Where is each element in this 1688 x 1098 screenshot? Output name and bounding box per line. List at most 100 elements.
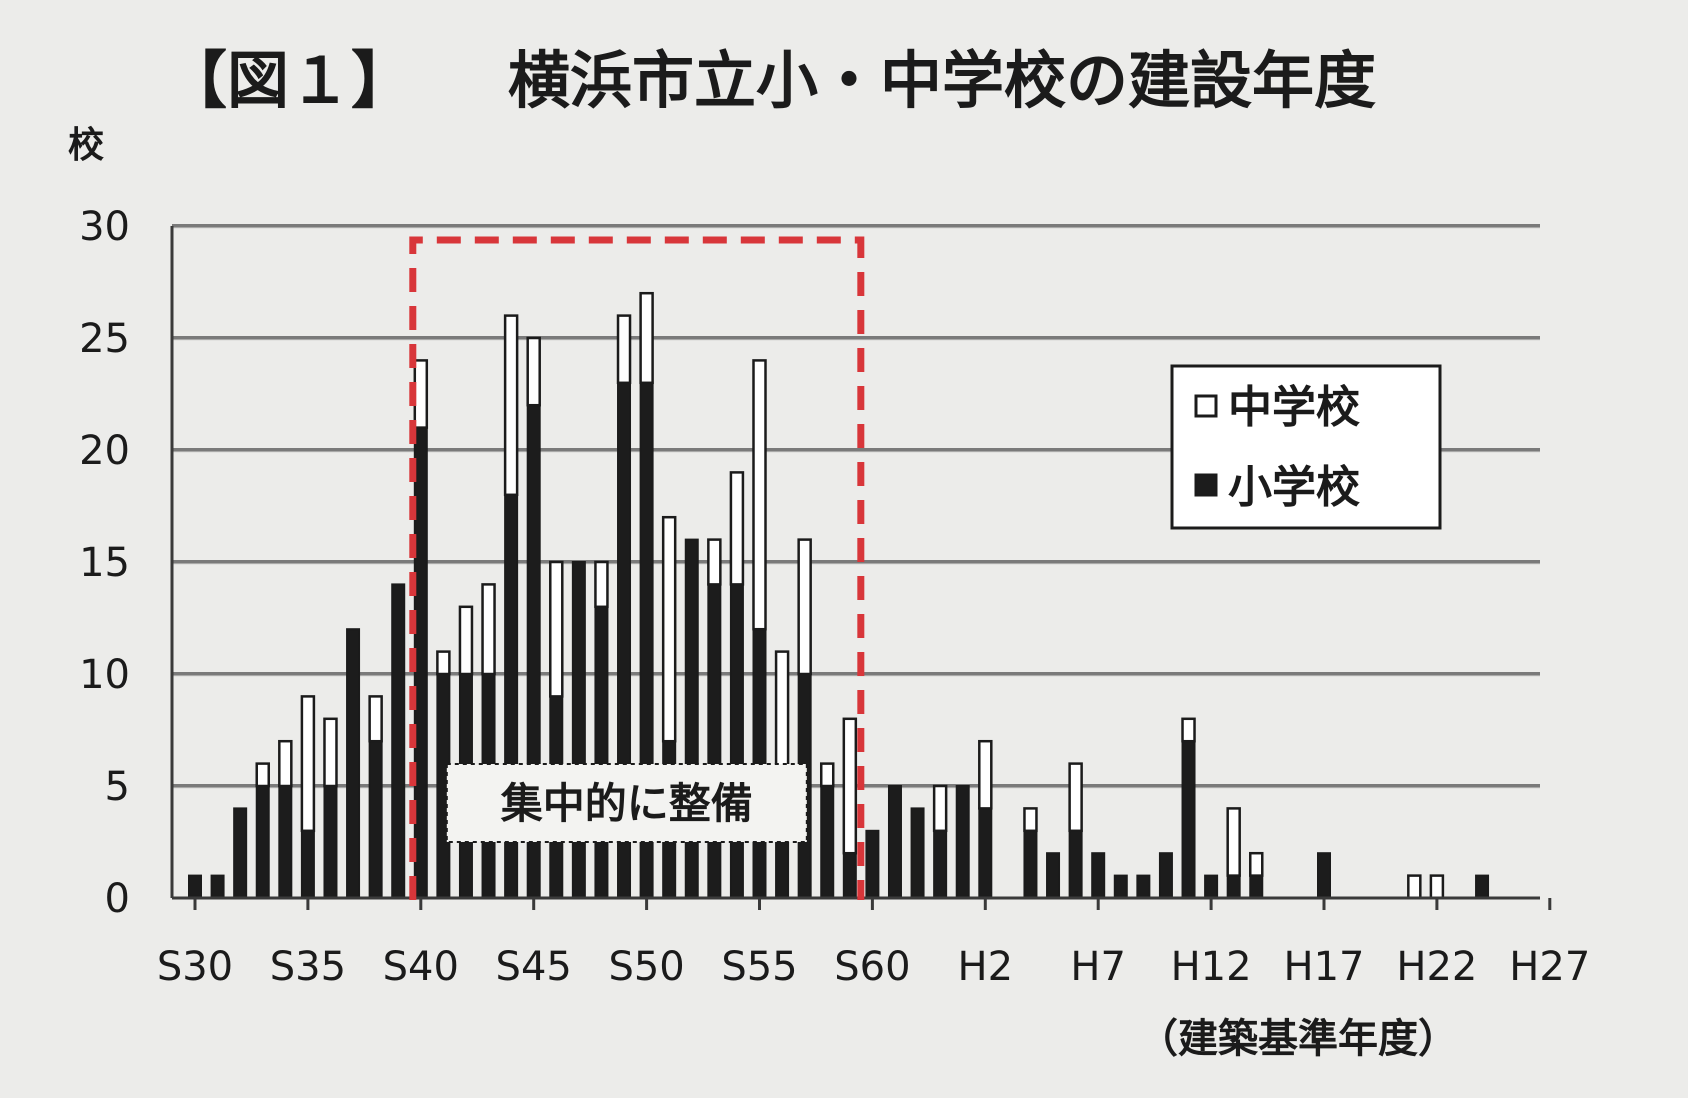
x-tick-label: S55 xyxy=(721,944,797,990)
legend-swatch-middle-school xyxy=(1194,394,1218,418)
bar-middle-S49 xyxy=(616,314,632,385)
y-tick-label: 15 xyxy=(79,540,130,586)
bar-elementary-S63 xyxy=(933,829,948,899)
y-tick-label: 20 xyxy=(79,428,130,474)
bar-elementary-S32 xyxy=(233,807,248,900)
bar-elementary-S34 xyxy=(278,785,293,899)
bar-elementary-H11 xyxy=(1181,740,1196,900)
bar-elementary-S62 xyxy=(910,807,925,900)
legend-label-elementary-school: 小学校 xyxy=(1228,462,1360,513)
bar-elementary-S53 xyxy=(707,583,722,900)
x-tick-label: H12 xyxy=(1171,944,1252,990)
bar-elementary-S37 xyxy=(346,628,361,899)
bar-middle-S55 xyxy=(752,359,767,631)
legend: 中学校 小学校 xyxy=(1170,364,1442,530)
x-tick-label: H22 xyxy=(1396,944,1477,990)
bar-middle-H14 xyxy=(1249,851,1264,877)
x-axis-ticks: S30 S35 S40 S45 S50 S55 S60 H2 H7 H12 H17 H22 H27 xyxy=(157,898,1590,990)
figure-label: 【図１】 xyxy=(165,44,413,117)
bar-middle-S42 xyxy=(458,605,474,676)
bar-elementary-S40 xyxy=(413,426,428,899)
bar-elementary-H10 xyxy=(1158,852,1173,900)
bar-middle-S40 xyxy=(413,359,429,429)
y-tick-label: 0 xyxy=(105,876,130,922)
bar-middle-S57 xyxy=(797,538,812,676)
bar-middle-S54 xyxy=(729,471,745,586)
bar-elementary-S38 xyxy=(368,740,383,900)
x-tick-label: S60 xyxy=(834,944,910,990)
y-tick-label: 30 xyxy=(79,204,130,250)
bar-middle-S35 xyxy=(300,695,316,833)
bar-middle-S41 xyxy=(436,650,451,676)
legend-box xyxy=(1170,364,1442,530)
bar-middle-S46 xyxy=(549,560,564,698)
bar-elementary-H7 xyxy=(1091,852,1106,900)
bar-elementary-H17 xyxy=(1317,852,1331,900)
bar-middle-S33 xyxy=(255,762,270,788)
bar-middle-S43 xyxy=(481,583,496,676)
bar-elementary-S36 xyxy=(323,785,338,899)
x-tick-label: H17 xyxy=(1284,944,1365,990)
bar-elementary-S60 xyxy=(865,829,880,899)
x-axis-label: （建築基準年度） xyxy=(1138,1016,1458,1062)
bar-elementary-H14 xyxy=(1249,874,1264,899)
bar-middle-S53 xyxy=(707,538,722,586)
bar-middle-H21 xyxy=(1407,874,1422,900)
bar-middle-S44 xyxy=(503,314,519,497)
x-tick-label: H2 xyxy=(958,944,1014,990)
bar-elementary-S31 xyxy=(210,874,225,899)
x-tick-label: S35 xyxy=(270,944,346,990)
y-axis-ticks: 0 5 10 15 20 25 30 xyxy=(79,204,130,922)
bar-elementary-S58 xyxy=(820,785,835,899)
bar-middle-H6 xyxy=(1068,762,1083,833)
x-tick-label: S50 xyxy=(608,944,684,990)
bar-middle-S45 xyxy=(526,336,541,407)
x-tick-label: S40 xyxy=(383,944,459,990)
bar-elementary-S61 xyxy=(887,785,902,899)
bar-elementary-S48 xyxy=(594,605,609,899)
x-tick-label: S30 xyxy=(157,944,233,990)
axes xyxy=(170,226,1540,900)
bar-middle-S36 xyxy=(323,717,338,788)
bar-middle-S50 xyxy=(639,291,654,385)
bar-elementary-S33 xyxy=(255,785,270,899)
x-tick-label: H27 xyxy=(1509,944,1590,990)
bar-middle-S48 xyxy=(594,560,609,609)
bar-middle-H11 xyxy=(1181,717,1196,743)
legend-swatch-elementary-school xyxy=(1194,473,1218,497)
bar-middle-H2 xyxy=(978,739,993,810)
bar-elementary-S35 xyxy=(300,829,315,899)
highlight-region: 集中的に整備 xyxy=(409,236,865,900)
bar-middle-S59 xyxy=(842,717,858,855)
bar-middle-S34 xyxy=(278,739,293,788)
bar-elementary-S30 xyxy=(188,874,202,899)
bar-middle-S58 xyxy=(819,762,835,788)
y-axis-unit-label: 校 xyxy=(68,125,104,166)
bar-elementary-H24 xyxy=(1475,874,1490,899)
bar-middle-H13 xyxy=(1226,807,1241,877)
bar-middle-S51 xyxy=(661,515,677,743)
y-tick-label: 25 xyxy=(79,316,130,362)
legend-label-middle-school: 中学校 xyxy=(1228,382,1360,433)
x-tick-label: S45 xyxy=(496,944,572,990)
highlight-label-box xyxy=(445,763,808,843)
highlight-label: 集中的に整備 xyxy=(500,779,753,828)
bar-elementary-H2 xyxy=(978,807,993,900)
y-tick-label: 10 xyxy=(79,652,130,698)
bar-elementary-H5 xyxy=(1046,852,1061,900)
bar-middle-S63 xyxy=(932,784,948,833)
bar-elementary-S52 xyxy=(684,538,699,899)
bar-elementary-S39 xyxy=(391,583,406,900)
bar-elementary-H12 xyxy=(1204,874,1219,899)
bar-middle-H4 xyxy=(1023,807,1038,833)
bar-elementary-S47 xyxy=(571,561,586,899)
bar-elementary-S54 xyxy=(729,583,744,900)
x-tick-label: H7 xyxy=(1070,944,1126,990)
bar-elementary-H1 xyxy=(955,785,970,899)
figure-title: 横浜市立小・中学校の建設年度 xyxy=(508,44,1376,117)
bar-elementary-H4 xyxy=(1023,829,1038,899)
bar-elementary-H8 xyxy=(1113,874,1128,899)
bar-middle-S38 xyxy=(368,695,383,743)
bar-elementary-S59 xyxy=(842,852,857,900)
